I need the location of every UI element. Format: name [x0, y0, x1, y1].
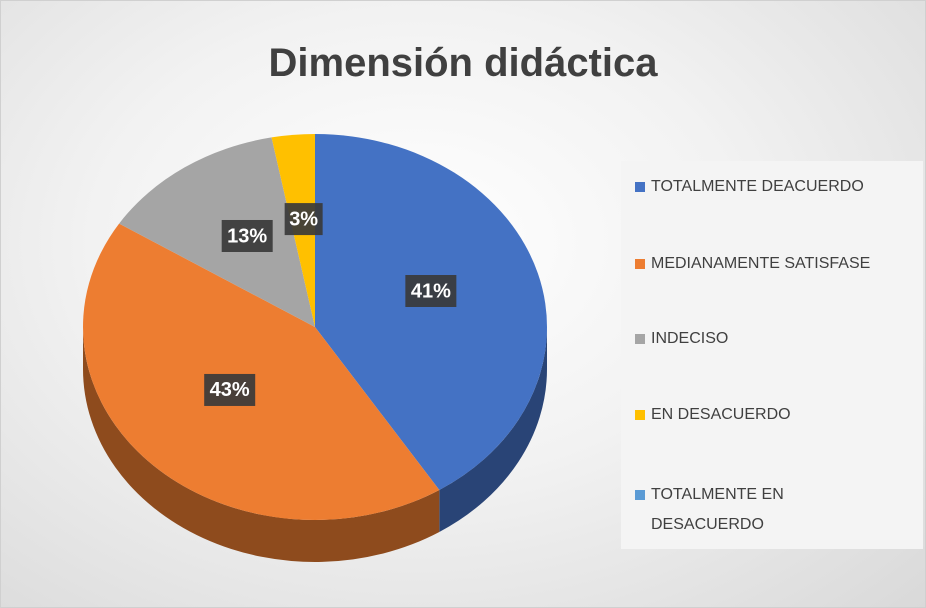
chart-title: Dimensión didáctica — [268, 41, 658, 85]
data-label: 43% — [210, 379, 250, 401]
legend: TOTALMENTE DEACUERDO MEDIANAMENTE SATISFA… — [621, 161, 923, 549]
data-label-box — [204, 373, 256, 406]
legend-item: MEDIANAMENTE SATISFASE — [635, 249, 890, 279]
legend-item: INDECISO — [635, 324, 890, 354]
data-label: 3% — [289, 208, 318, 230]
legend-label: MEDIANAMENTE SATISFASE — [651, 255, 871, 272]
legend-swatch — [635, 334, 645, 344]
data-label-box — [405, 275, 457, 308]
legend-label: TOTALMENTE DEACUERDO — [651, 178, 864, 195]
legend-item: EN DESACUERDO — [635, 400, 890, 430]
legend-item: TOTALMENTE EN DESACUERDO — [635, 480, 890, 540]
legend-label: TOTALMENTE EN DESACUERDO — [651, 486, 784, 533]
pie-side — [83, 327, 440, 562]
legend-swatch — [635, 490, 645, 500]
pie-slice — [83, 223, 440, 520]
legend-label: EN DESACUERDO — [651, 406, 791, 423]
legend-swatch — [635, 410, 645, 420]
data-label: 13% — [227, 225, 267, 247]
data-label-box — [221, 219, 273, 252]
pie-slice — [315, 134, 548, 490]
pie-side — [439, 327, 547, 532]
data-label: 41% — [411, 280, 451, 302]
legend-item: TOTALMENTE DEACUERDO — [635, 172, 890, 202]
data-label-box — [284, 203, 323, 236]
pie-slice — [119, 137, 315, 327]
legend-swatch — [635, 259, 645, 269]
legend-label: INDECISO — [651, 330, 729, 347]
legend-swatch — [635, 182, 645, 192]
